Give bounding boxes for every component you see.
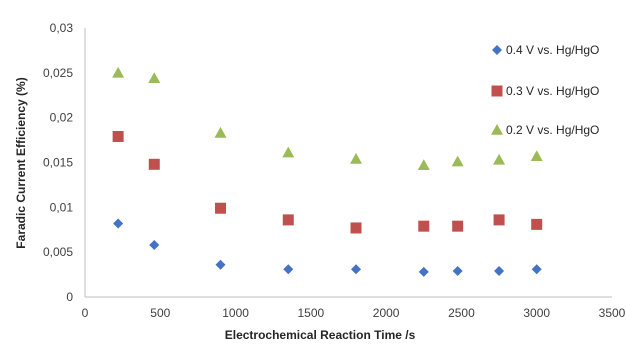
data-point-triangle [417,159,430,170]
data-point-diamond [418,266,429,277]
data-point-diamond [531,264,542,275]
x-tick-label: 1000 [222,306,249,320]
legend-label: 0.3 V vs. Hg/HgO [506,84,599,98]
legend-marker-triangle [491,124,503,135]
data-point-square [112,130,124,142]
x-tick-label: 500 [150,306,170,320]
y-tick-label: 0,01 [50,200,74,214]
data-point-square [148,158,160,170]
x-tick-label: 1500 [298,306,325,320]
data-point-diamond [283,264,294,275]
y-tick-label: 0,03 [50,21,74,35]
data-point-triangle [214,126,227,138]
y-tick-labels: 0 0,005 0,01 0,015 0,02 0,025 0,03 [43,21,73,304]
data-point-triangle [112,66,125,78]
series-diamond [113,218,542,277]
data-point-triangle [530,150,543,162]
x-tick-label: 2000 [373,306,400,320]
data-point-diamond [215,259,226,270]
y-tick-label: 0,005 [43,245,73,259]
y-tick-label: 0,02 [50,111,74,125]
data-series [112,66,543,277]
legend-item: 0.3 V vs. Hg/HgO [491,84,599,98]
data-point-diamond [494,265,505,276]
data-point-square [350,222,362,234]
y-tick-label: 0,015 [43,156,73,170]
y-tick-label: 0 [66,290,73,304]
data-point-triangle [350,152,363,164]
data-point-square [215,202,227,214]
legend-item: 0.4 V vs. Hg/HgO [492,43,599,57]
x-tick-label: 2500 [448,306,475,320]
data-point-triangle [282,146,295,158]
data-point-square [531,218,543,230]
data-point-triangle [148,72,161,84]
data-point-diamond [113,218,124,229]
data-point-square [282,214,294,226]
x-axis-title: Electrochemical Reaction Time /s [225,328,416,342]
y-tick-label: 0,025 [43,66,73,80]
legend-marker-square [491,85,503,97]
data-point-square [493,214,505,226]
x-tick-label: 3000 [523,306,550,320]
chart-legend: 0.4 V vs. Hg/HgO 0.3 V vs. Hg/HgO 0.2 V vs… [491,43,599,137]
legend-item: 0.2 V vs. Hg/HgO [491,123,599,137]
y-axis-title: Faradic Current Efficiency (%) [14,77,28,248]
legend-label: 0.2 V vs. Hg/HgO [506,123,599,137]
data-point-square [418,220,430,232]
data-point-diamond [452,265,463,276]
plot-area: 0 500 1000 1500 2000 2500 3000 3500 00,0050,010… [43,21,626,320]
legend-marker-diamond [492,45,502,55]
x-tick-label: 0 [82,306,89,320]
series-square [112,130,543,234]
x-tick-label: 3500 [599,306,626,320]
data-point-triangle [493,153,506,165]
data-point-triangle [451,155,464,167]
series-triangle [112,66,543,170]
data-point-square [452,220,464,232]
legend-label: 0.4 V vs. Hg/HgO [506,43,599,57]
data-point-diamond [351,264,362,275]
data-point-diamond [149,239,160,250]
x-tick-labels: 0 500 1000 1500 2000 2500 3000 3500 [82,306,626,320]
